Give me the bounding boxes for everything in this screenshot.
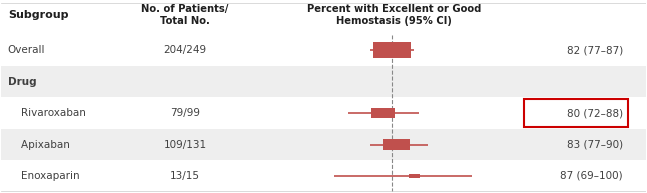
Text: Subgroup: Subgroup [8, 10, 69, 20]
FancyBboxPatch shape [1, 35, 646, 66]
Text: 82 (77–87): 82 (77–87) [567, 45, 623, 55]
FancyBboxPatch shape [409, 174, 420, 178]
Text: 87 (69–100): 87 (69–100) [560, 171, 623, 181]
FancyBboxPatch shape [373, 42, 411, 58]
FancyBboxPatch shape [1, 129, 646, 160]
Text: 109/131: 109/131 [164, 140, 206, 150]
Text: 80 (72–88): 80 (72–88) [567, 108, 623, 118]
Text: Apixaban: Apixaban [8, 140, 70, 150]
Text: Drug: Drug [8, 77, 36, 87]
Text: Rivaroxaban: Rivaroxaban [8, 108, 85, 118]
FancyBboxPatch shape [371, 108, 395, 118]
FancyBboxPatch shape [1, 3, 646, 35]
Text: No. of Patients/
Total No.: No. of Patients/ Total No. [141, 4, 228, 26]
Text: Enoxaparin: Enoxaparin [8, 171, 80, 181]
Text: 79/99: 79/99 [170, 108, 200, 118]
FancyBboxPatch shape [383, 139, 410, 150]
Text: Overall: Overall [8, 45, 45, 55]
Text: 13/15: 13/15 [170, 171, 200, 181]
FancyBboxPatch shape [1, 66, 646, 97]
Text: 83 (77–90): 83 (77–90) [567, 140, 623, 150]
Text: 204/249: 204/249 [164, 45, 206, 55]
FancyBboxPatch shape [1, 3, 646, 35]
FancyBboxPatch shape [1, 97, 646, 129]
Text: Percent with Excellent or Good
Hemostasis (95% CI): Percent with Excellent or Good Hemostasi… [307, 4, 481, 26]
